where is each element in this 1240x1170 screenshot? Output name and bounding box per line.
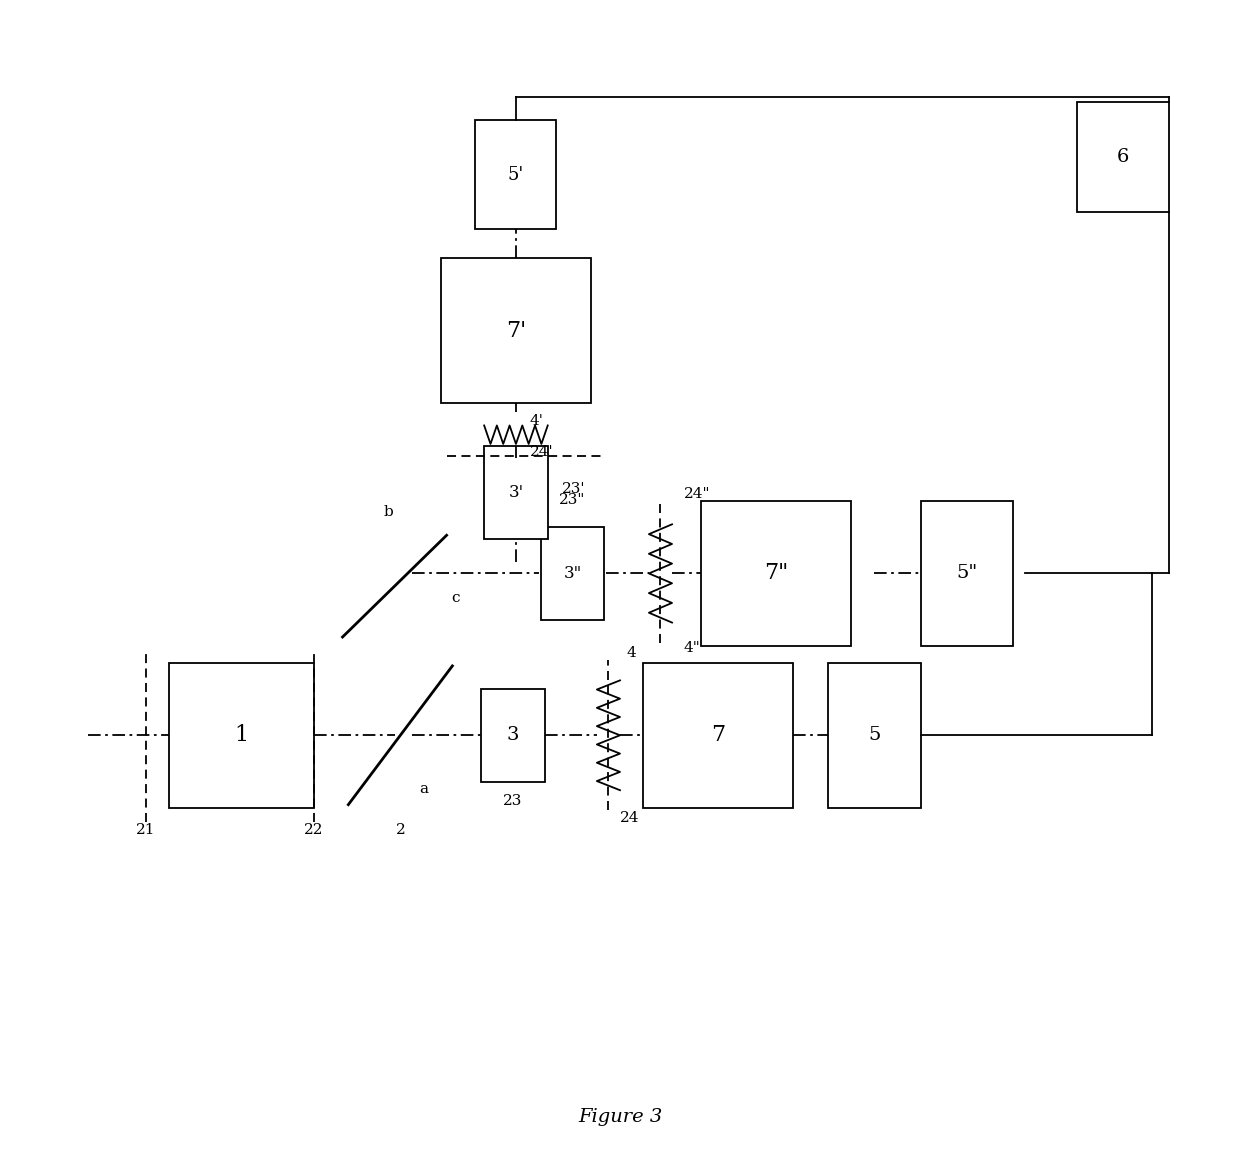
Text: c: c [451, 591, 460, 605]
Bar [440, 259, 591, 402]
Text: 4": 4" [683, 641, 701, 655]
Bar [475, 119, 557, 229]
Text: 1: 1 [234, 724, 248, 746]
Text: Figure 3: Figure 3 [578, 1108, 662, 1126]
Text: 6: 6 [1117, 149, 1130, 166]
Text: 24": 24" [683, 487, 711, 501]
Text: 3': 3' [508, 484, 523, 501]
Text: b: b [384, 504, 393, 518]
Text: 23: 23 [503, 793, 523, 807]
Text: 5': 5' [508, 166, 525, 184]
Text: 23': 23' [562, 482, 585, 496]
Text: 24': 24' [529, 445, 553, 459]
Text: 5: 5 [868, 727, 880, 744]
Bar [169, 663, 314, 807]
Text: 23": 23" [559, 493, 585, 507]
Text: a: a [419, 782, 428, 796]
Text: 24: 24 [620, 811, 639, 825]
Bar [701, 501, 851, 646]
Text: 22: 22 [304, 823, 324, 837]
Bar [828, 663, 920, 807]
Bar [541, 528, 604, 620]
Text: 5": 5" [956, 564, 977, 583]
Bar [1076, 102, 1169, 212]
Text: 7": 7" [764, 563, 789, 585]
Bar [481, 689, 544, 782]
Text: 7: 7 [712, 724, 725, 746]
Text: 3: 3 [507, 727, 520, 744]
Text: 2: 2 [396, 823, 405, 837]
Bar [484, 446, 548, 538]
Bar [644, 663, 794, 807]
Text: 4: 4 [626, 646, 636, 660]
Text: 7': 7' [506, 319, 526, 342]
Text: 21: 21 [136, 823, 156, 837]
Bar [920, 501, 1013, 646]
Text: 4': 4' [529, 414, 543, 428]
Text: 3": 3" [563, 565, 582, 581]
